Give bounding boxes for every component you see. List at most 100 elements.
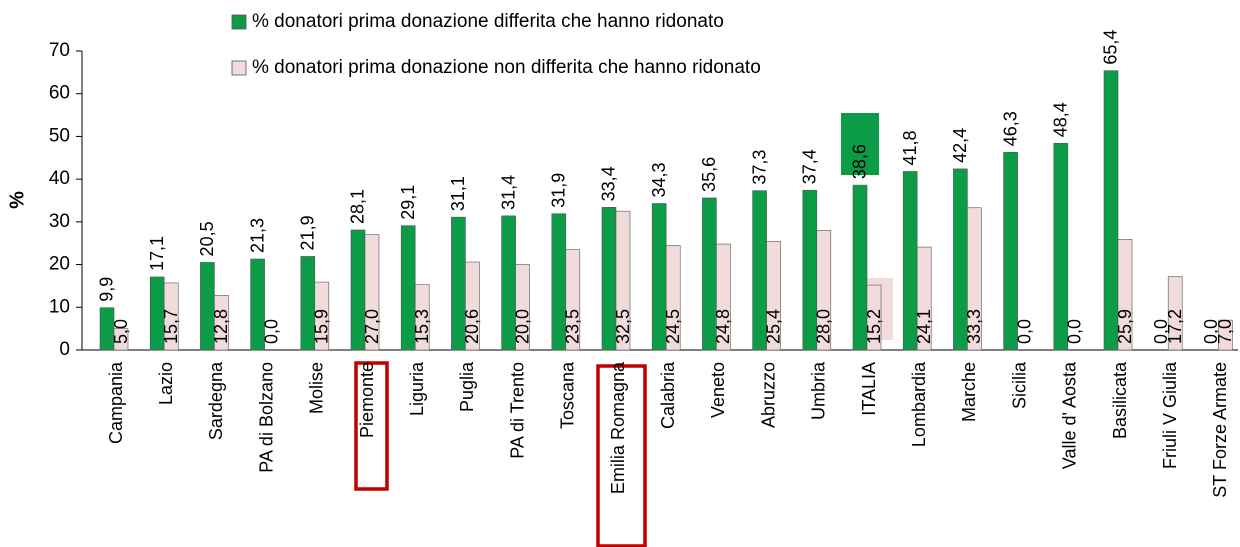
- value-label: 17,1: [147, 236, 167, 271]
- bar: [1218, 319, 1233, 351]
- legend-swatch: [231, 60, 247, 76]
- value-label: 31,9: [549, 173, 569, 208]
- value-label: 24,1: [914, 309, 934, 344]
- value-label: 31,1: [448, 176, 468, 211]
- value-label: 37,3: [749, 150, 769, 185]
- x-tick-label: Piemonte: [357, 362, 377, 438]
- value-label: 9,9: [97, 277, 117, 302]
- value-label: 20,6: [462, 309, 482, 344]
- value-label: 0,0: [1014, 319, 1034, 344]
- bar: [465, 261, 480, 351]
- category-highlight: [596, 364, 647, 547]
- value-label: 0,0: [1201, 319, 1221, 344]
- value-label: 17,2: [1165, 309, 1185, 344]
- value-label: 28,0: [814, 309, 834, 344]
- value-label: 23,5: [563, 309, 583, 344]
- x-tick-label: PA di Bolzano: [256, 362, 276, 473]
- bar: [314, 281, 330, 351]
- value-label: 41,8: [900, 130, 920, 165]
- x-tick-label: ST Forze Armate: [1210, 362, 1230, 498]
- bar: [852, 184, 868, 351]
- value-label: 31,4: [498, 175, 518, 210]
- value-label: 27,0: [362, 309, 382, 344]
- x-tick-label: Umbria: [809, 361, 829, 420]
- value-label: 25,4: [763, 309, 783, 344]
- bar: [1053, 142, 1069, 351]
- value-label: 32,5: [613, 309, 633, 344]
- category-highlight: [354, 361, 389, 491]
- x-tick-label: Sicilia: [1009, 361, 1029, 409]
- value-label: 0,0: [261, 319, 281, 344]
- value-label: 48,4: [1051, 102, 1071, 137]
- bar: [1103, 70, 1119, 351]
- value-label: 15,7: [161, 309, 181, 344]
- x-tick-label: ITALIA: [859, 362, 879, 416]
- y-tick-label: 0: [59, 339, 70, 360]
- x-tick-label: Molise: [307, 362, 327, 414]
- x-tick-label: PA di Trento: [507, 362, 527, 459]
- y-tick-label: 60: [49, 83, 70, 104]
- legend-swatch: [231, 14, 247, 30]
- value-label: 46,3: [1000, 111, 1020, 146]
- bar: [716, 243, 731, 351]
- value-label: 15,2: [864, 309, 884, 344]
- bar: [565, 249, 581, 351]
- value-label: 33,3: [964, 309, 984, 344]
- value-label: 20,5: [197, 221, 217, 256]
- x-tick-label: Liguria: [407, 361, 427, 416]
- value-label: 21,3: [247, 218, 267, 253]
- x-tick-label: Basilicata: [1110, 361, 1130, 439]
- bar: [1003, 151, 1018, 351]
- bar: [163, 282, 179, 351]
- value-label: 65,4: [1101, 30, 1121, 65]
- bar: [916, 246, 932, 351]
- value-label: 33,4: [599, 166, 619, 201]
- x-tick-label: Puglia: [457, 361, 477, 412]
- bar: [816, 230, 832, 351]
- value-label: 0,0: [1151, 319, 1171, 344]
- y-tick-label: 40: [49, 168, 70, 189]
- y-tick-label: 70: [49, 40, 70, 61]
- x-tick-label: Emilia Romagna: [608, 361, 628, 494]
- x-tick-label: Toscana: [558, 361, 578, 429]
- value-label: 12,8: [211, 309, 231, 344]
- value-label: 37,4: [800, 149, 820, 184]
- label-highlight: [841, 113, 879, 175]
- value-label: 35,6: [699, 157, 719, 192]
- x-tick-label: Campania: [106, 361, 126, 444]
- x-tick-label: Calabria: [658, 361, 678, 429]
- bar: [515, 264, 530, 351]
- x-tick-label: Abruzzo: [758, 362, 778, 428]
- bar: [250, 258, 265, 351]
- y-tick-label: 50: [49, 125, 70, 146]
- value-label: 29,1: [398, 185, 418, 220]
- value-label: 21,9: [298, 215, 318, 250]
- legend-label: % donatori prima donazione differita che…: [252, 11, 724, 32]
- bar: [766, 241, 781, 351]
- x-tick-label: Friuli V Giulia: [1160, 361, 1180, 469]
- bar: [113, 328, 129, 351]
- bar: [1167, 276, 1183, 351]
- bar: [414, 284, 430, 351]
- value-label: 34,3: [649, 162, 669, 197]
- value-label: 7,0: [1215, 319, 1235, 344]
- legend-label: % donatori prima donazione non differita…: [252, 57, 761, 78]
- x-tick-label: Lombardia: [909, 361, 929, 447]
- bar: [866, 284, 882, 351]
- value-label: 20,0: [512, 309, 532, 344]
- bar: [214, 295, 229, 351]
- y-tick-label: 30: [49, 211, 70, 232]
- x-tick-label: Marche: [959, 362, 979, 422]
- value-label: 15,3: [412, 309, 432, 344]
- x-tick-label: Veneto: [708, 362, 728, 418]
- x-tick-label: Sardegna: [206, 361, 226, 440]
- x-tick-label: Lazio: [156, 362, 176, 405]
- value-label: 24,8: [713, 309, 733, 344]
- y-tick-label: 10: [49, 296, 70, 317]
- value-label: 28,1: [348, 189, 368, 224]
- x-tick-label: Valle d' Aosta: [1060, 361, 1080, 469]
- value-label: 25,9: [1115, 309, 1135, 344]
- value-label: 5,0: [111, 319, 131, 344]
- value-label: 38,6: [850, 144, 870, 179]
